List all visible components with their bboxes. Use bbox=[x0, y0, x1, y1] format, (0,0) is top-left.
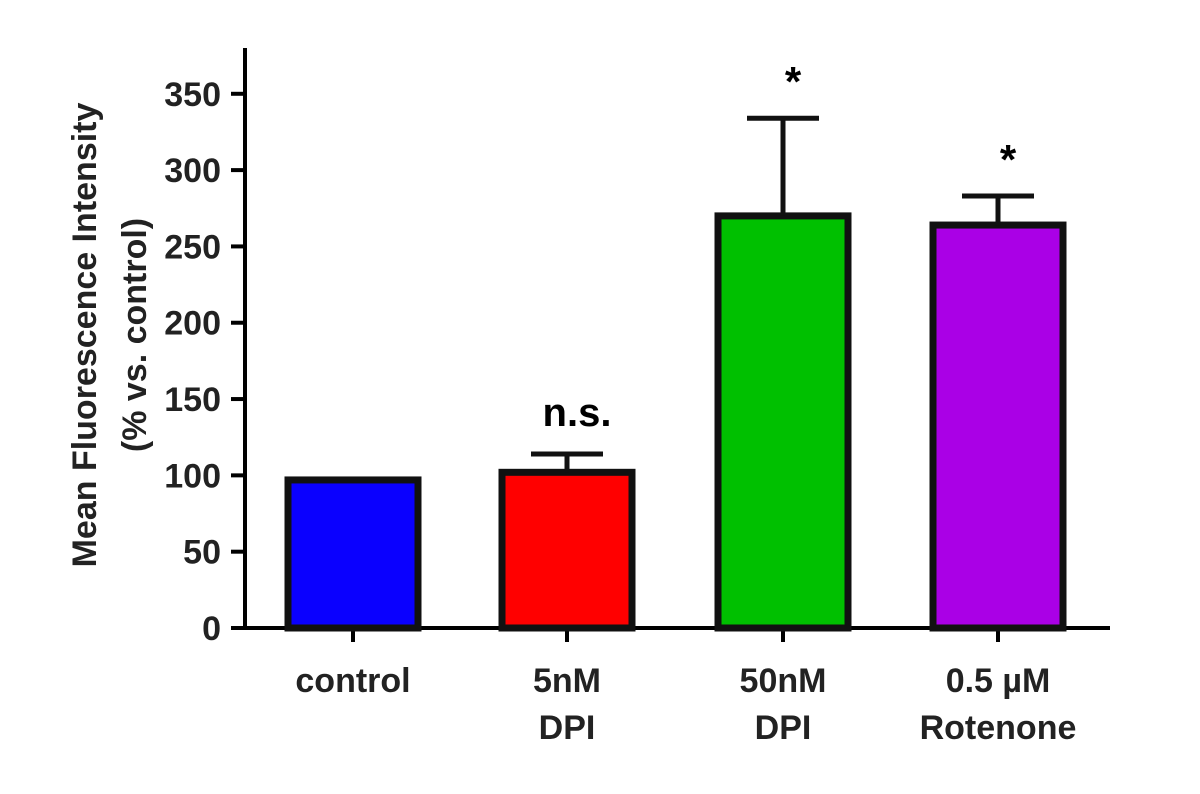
significance-ns: n.s. bbox=[543, 391, 612, 435]
y-tick-label: 100 bbox=[164, 457, 221, 495]
significance-star: * bbox=[785, 58, 802, 105]
x-tick-label: 0.5 µM bbox=[946, 662, 1051, 700]
x-tick-label: DPI bbox=[539, 709, 596, 747]
x-tick-label: DPI bbox=[755, 709, 812, 747]
bar bbox=[929, 221, 1067, 632]
x-tick-label: Rotenone bbox=[920, 709, 1077, 747]
y-tick-label: 350 bbox=[164, 76, 221, 114]
bar bbox=[498, 468, 636, 632]
bar bbox=[284, 476, 422, 632]
category-labels: control 5nM DPI 50nM DPI 0.5 µM Rotenone bbox=[295, 662, 1076, 747]
x-tick-label: 5nM bbox=[533, 662, 601, 700]
x-tick-label: control bbox=[295, 662, 410, 700]
y-tick-label: 0 bbox=[202, 610, 221, 648]
y-axis-label-line-1: Mean Fluorescence Intensity bbox=[66, 103, 104, 568]
annotations: n.s. * * bbox=[543, 58, 1017, 435]
bars bbox=[284, 212, 1067, 632]
y-tick-label: 50 bbox=[183, 534, 221, 572]
y-tick-label: 250 bbox=[164, 228, 221, 266]
bar bbox=[714, 212, 852, 632]
x-tick-label: 50nM bbox=[740, 662, 827, 700]
y-tick-label: 300 bbox=[164, 152, 221, 190]
error-bars bbox=[531, 115, 1034, 473]
y-tick-label: 150 bbox=[164, 381, 221, 419]
y-axis: 0 50 100 150 200 250 300 350 bbox=[164, 48, 247, 648]
y-axis-label-group: Mean Fluorescence Intensity (% vs. contro… bbox=[66, 103, 154, 568]
significance-star: * bbox=[1000, 136, 1017, 183]
y-tick-label: 200 bbox=[164, 305, 221, 343]
y-axis-label-line-2: (% vs. control) bbox=[116, 218, 154, 452]
